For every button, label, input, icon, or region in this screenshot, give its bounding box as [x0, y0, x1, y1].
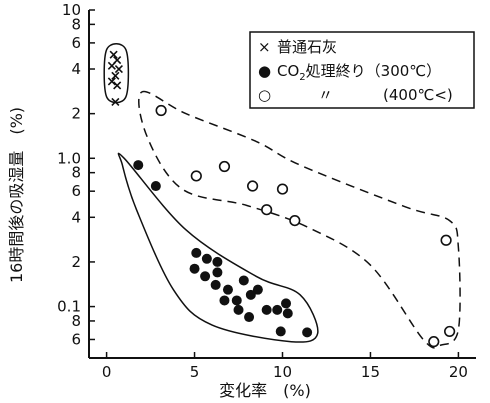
point-co2-300	[191, 247, 202, 258]
region-outline-1	[117, 152, 319, 343]
point-400	[218, 160, 231, 173]
point-co2-300	[212, 267, 223, 278]
y-tick-label: 4	[71, 208, 81, 226]
point-ordinary-lime	[111, 71, 120, 80]
point-400	[444, 325, 456, 338]
y-axis-title: 16時間後の吸湿量 (%)	[7, 107, 26, 283]
point-co2-300	[275, 326, 286, 337]
point-co2-300	[222, 284, 233, 295]
point-ordinary-lime	[107, 77, 116, 86]
y-tick-label: 10	[62, 1, 81, 19]
legend-co2-subscript: 2	[299, 72, 305, 83]
point-ordinary-lime	[111, 97, 120, 106]
x-tick-label: 10	[273, 363, 292, 381]
legend-entry-400: (400℃<)	[383, 86, 453, 104]
legend-box	[249, 31, 475, 109]
y-tick-label: 1.0	[57, 149, 81, 167]
point-400	[261, 204, 273, 216]
y-tick-label: 2	[71, 105, 81, 123]
legend-co2-prefix: CO	[277, 62, 299, 80]
point-co2-300	[210, 279, 221, 290]
point-co2-300	[212, 256, 223, 267]
point-ordinary-lime	[107, 61, 116, 70]
y-tick-label: 8	[71, 15, 81, 33]
region-outline-2	[138, 90, 461, 349]
point-co2-300	[133, 160, 144, 171]
legend-glyph-cross: ×	[258, 38, 271, 56]
enclosing-regions	[103, 43, 461, 349]
point-co2-300	[219, 295, 230, 306]
region-outline-0	[103, 43, 130, 104]
y-tick-label: 6	[71, 34, 81, 52]
point-400	[246, 180, 259, 192]
point-400	[440, 234, 452, 246]
point-co2-300	[201, 253, 212, 264]
data-points	[107, 50, 456, 348]
point-co2-300	[189, 263, 200, 274]
y-tick-label: 8	[71, 312, 81, 330]
x-tick-label: 0	[102, 363, 112, 381]
point-co2-300	[282, 308, 293, 319]
point-co2-300	[244, 312, 255, 323]
point-400	[190, 170, 202, 182]
point-400	[428, 336, 440, 348]
y-tick-label: 2	[71, 253, 81, 271]
point-co2-300	[252, 284, 263, 295]
point-co2-300	[281, 298, 292, 309]
x-axis-title: 変化率 (%)	[219, 381, 311, 400]
y-tick-label: 6	[71, 182, 81, 200]
legend: × 普通石灰 ● CO2処理終り（300℃） ○ 〃 (400℃<)	[258, 38, 453, 104]
point-co2-300	[261, 304, 272, 315]
y-tick-label: 6	[71, 330, 81, 348]
x-tick-label: 15	[361, 363, 380, 381]
y-tick-label: 8	[71, 164, 81, 182]
legend-glyph-open-circle: ○	[258, 86, 271, 104]
point-ordinary-lime	[113, 81, 122, 90]
point-ordinary-lime	[114, 64, 123, 74]
y-tick-label: 4	[71, 60, 81, 78]
point-co2-300	[238, 275, 249, 286]
point-ordinary-lime	[109, 50, 118, 59]
point-400	[276, 183, 289, 195]
point-co2-300	[200, 271, 211, 282]
point-co2-300	[245, 289, 256, 300]
x-tick-label: 5	[190, 363, 200, 381]
x-tick-label: 20	[449, 363, 468, 381]
point-co2-300	[150, 181, 161, 192]
point-co2-300	[233, 304, 244, 315]
y-tick-label: 0.1	[57, 298, 81, 316]
legend-glyph-filled-circle: ●	[258, 62, 271, 80]
point-co2-300	[302, 327, 313, 338]
point-400	[289, 215, 301, 227]
legend-entry-ordinary-lime: 普通石灰	[277, 38, 337, 56]
point-co2-300	[231, 295, 242, 306]
point-co2-300	[272, 304, 283, 315]
legend-ditto-mark: 〃	[318, 86, 333, 104]
point-400	[155, 104, 167, 117]
legend-entry-co2-300: CO2処理終り（300℃）	[277, 62, 441, 83]
legend-co2-suffix: 処理終り（300℃）	[306, 62, 441, 80]
